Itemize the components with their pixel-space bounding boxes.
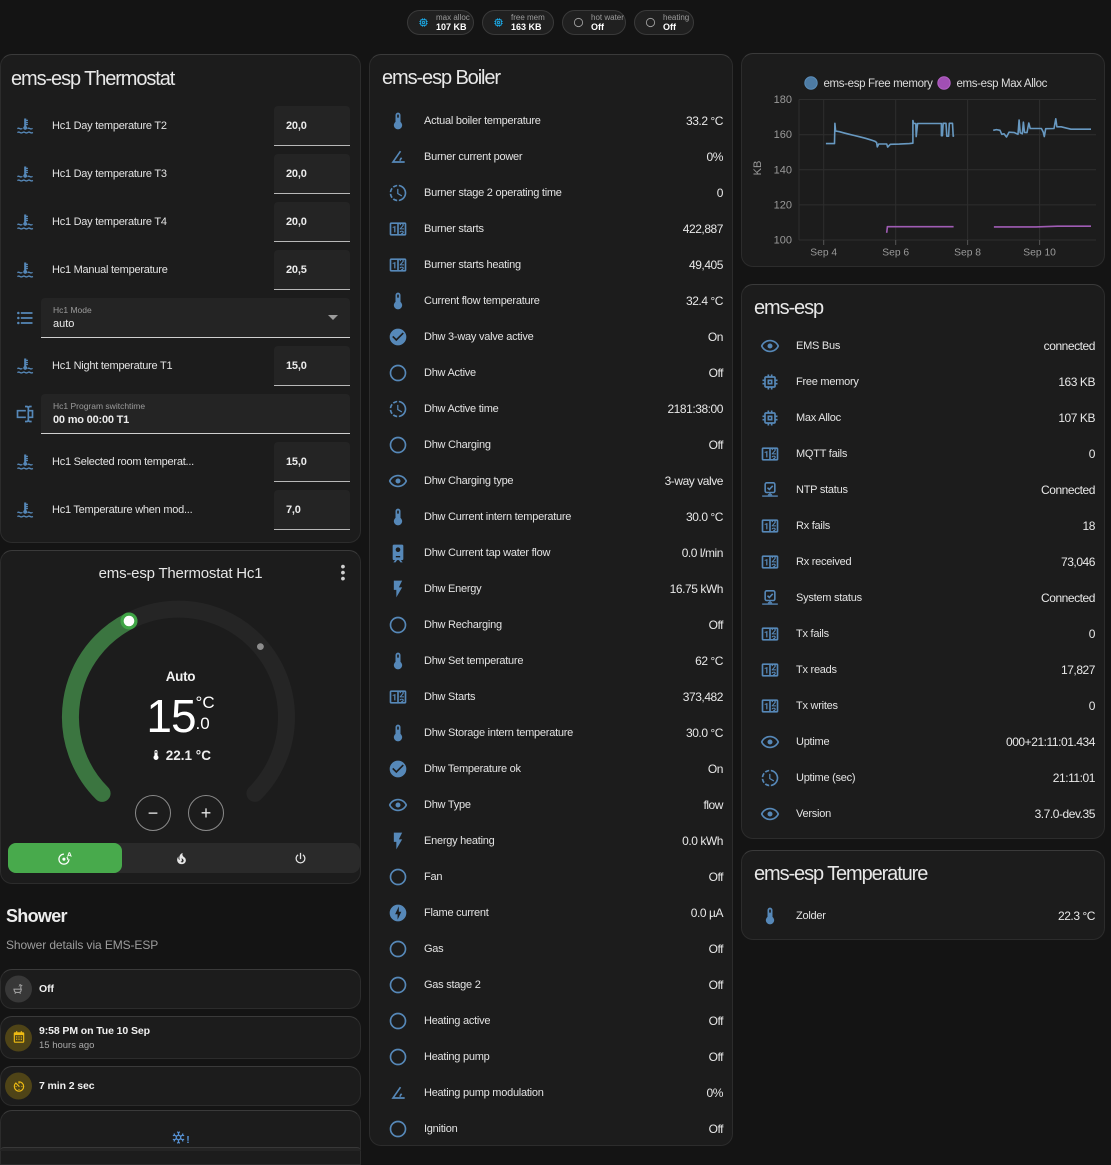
svg-text:ems-esp Max Alloc: ems-esp Max Alloc: [957, 78, 1048, 90]
svg-text:Sep 4: Sep 4: [810, 248, 837, 259]
svg-text:100: 100: [774, 235, 792, 247]
svg-text:ems-esp Free memory: ems-esp Free memory: [824, 78, 934, 90]
svg-text:Sep 8: Sep 8: [954, 248, 981, 259]
svg-text:180: 180: [774, 94, 792, 106]
svg-text:160: 160: [774, 129, 792, 141]
svg-text:Sep 6: Sep 6: [882, 248, 909, 259]
svg-text:KB: KB: [752, 161, 764, 176]
svg-text:Sep 10: Sep 10: [1023, 248, 1056, 259]
svg-text:140: 140: [774, 164, 792, 176]
svg-text:120: 120: [774, 199, 792, 211]
